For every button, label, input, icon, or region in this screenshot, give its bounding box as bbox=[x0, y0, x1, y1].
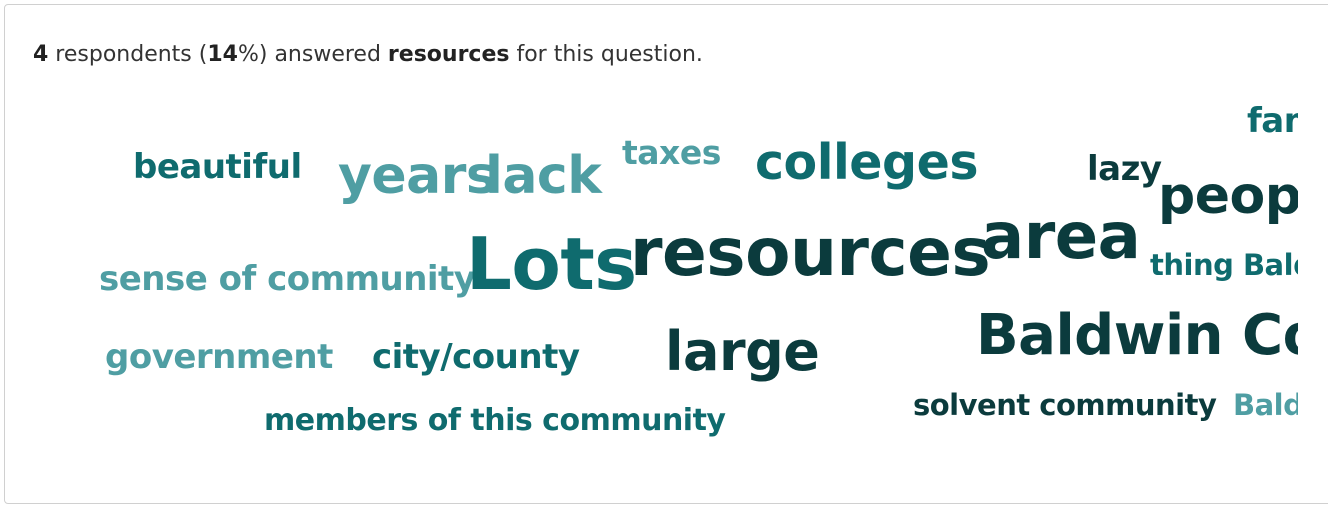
cloud-word-lots[interactable]: Lots bbox=[466, 222, 637, 306]
cloud-word-lack[interactable]: lack bbox=[485, 146, 602, 206]
cloud-word-peop[interactable]: peop bbox=[1158, 166, 1298, 226]
summary-text-respondents: respondents ( bbox=[48, 42, 208, 67]
cloud-word-years[interactable]: years bbox=[338, 146, 497, 206]
respondent-count: 4 bbox=[33, 42, 49, 67]
cloud-word-taxes[interactable]: taxes bbox=[622, 133, 721, 172]
cloud-word-city-county[interactable]: city/county bbox=[372, 337, 580, 377]
cloud-word-baldwin-cou[interactable]: Baldwin Cou bbox=[976, 303, 1298, 368]
word-cloud: fam beautiful years lack taxes colleges … bbox=[99, 101, 1298, 438]
respondent-percent: 14 bbox=[207, 42, 238, 67]
cloud-word-bald[interactable]: Bald bbox=[1233, 388, 1298, 422]
selected-term: resources bbox=[387, 42, 510, 67]
cloud-word-area[interactable]: area bbox=[981, 200, 1141, 274]
cloud-word-members-of-this-community[interactable]: members of this community bbox=[264, 403, 726, 438]
cloud-word-large[interactable]: large bbox=[665, 320, 820, 383]
cloud-word-resources[interactable]: resources bbox=[630, 214, 991, 291]
cloud-word-colleges[interactable]: colleges bbox=[755, 134, 979, 191]
word-cloud-panel bbox=[4, 4, 1328, 504]
cloud-word-beautiful[interactable]: beautiful bbox=[133, 147, 302, 187]
cloud-word-government[interactable]: government bbox=[105, 337, 333, 377]
cloud-word-lazy[interactable]: lazy bbox=[1087, 149, 1162, 189]
cloud-word-solvent-community[interactable]: solvent community bbox=[913, 388, 1217, 422]
cloud-word-fam[interactable]: fam bbox=[1247, 101, 1298, 141]
response-summary: 4 respondents (14%) answered resources f… bbox=[33, 42, 703, 67]
cloud-word-thing-bald[interactable]: thing Bald bbox=[1150, 248, 1298, 282]
summary-text-answered: %) answered bbox=[237, 42, 388, 67]
summary-text-tail: for this question. bbox=[509, 42, 703, 67]
cloud-word-sense-of-community[interactable]: sense of community bbox=[99, 259, 476, 299]
